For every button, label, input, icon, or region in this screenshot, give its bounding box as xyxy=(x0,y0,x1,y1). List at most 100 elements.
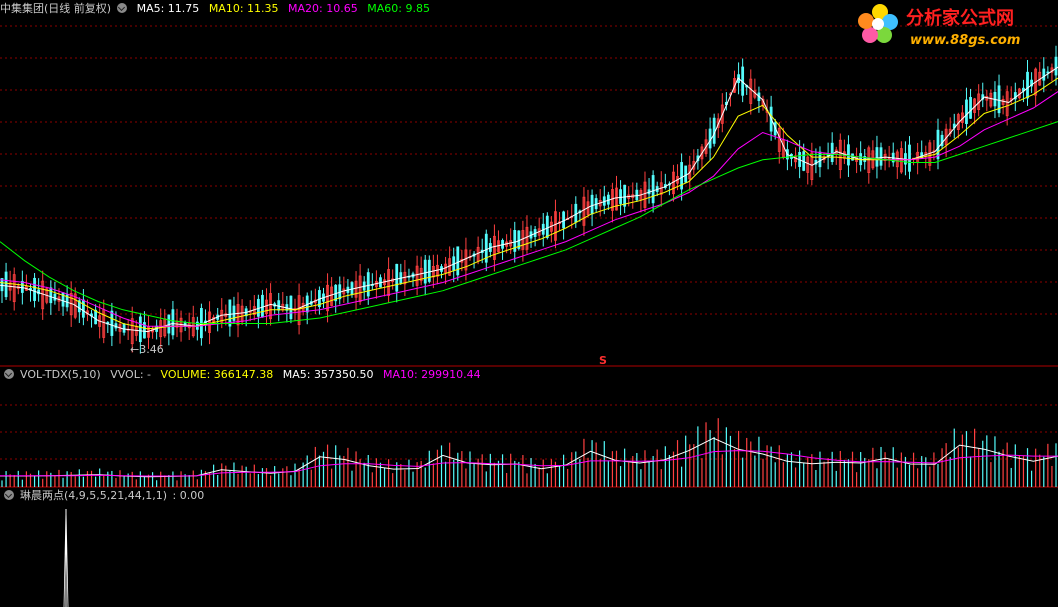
candle-body xyxy=(232,305,236,321)
indicator-plot xyxy=(63,508,69,607)
candle-body xyxy=(940,134,944,147)
candle-body xyxy=(582,196,586,226)
low-price-label: ←3.46 xyxy=(130,343,164,356)
candle-body xyxy=(611,189,614,211)
volume-readout: VOLUME: 366147.38 xyxy=(160,368,274,381)
candle-body xyxy=(908,144,911,172)
candle-body xyxy=(692,161,696,170)
candle-body xyxy=(525,226,529,250)
candle-body xyxy=(590,194,594,215)
candle-body xyxy=(464,249,468,271)
candle-body xyxy=(265,299,268,314)
candle-body xyxy=(456,246,460,276)
volume-bars xyxy=(1,418,1057,487)
indicator-spike-edge xyxy=(63,508,67,607)
candle-body xyxy=(1054,56,1058,76)
vol-ma10-readout: MA10: 299910.44 xyxy=(382,368,481,381)
candle-body xyxy=(513,230,517,252)
candle-body xyxy=(289,295,293,320)
vol-ma-line-ma10 xyxy=(0,450,1058,477)
candle-body xyxy=(138,316,142,343)
candle-body xyxy=(1026,71,1029,99)
chevron-down-icon[interactable] xyxy=(4,369,14,379)
candle-body xyxy=(297,295,301,326)
ma-line-ma60 xyxy=(0,121,1058,324)
candle-body xyxy=(122,323,126,333)
candle-body xyxy=(65,294,69,308)
candle-body xyxy=(220,309,224,323)
candle-body xyxy=(130,318,134,345)
candle-body xyxy=(969,97,972,119)
candle-body xyxy=(810,152,814,180)
ma20-readout: MA20: 10.65 xyxy=(288,2,358,15)
site-logo[interactable]: 分析家公式网 www.88gs.com xyxy=(854,2,1054,56)
candle-body xyxy=(749,78,753,104)
candle-body xyxy=(326,284,329,312)
indicator-spike-edge xyxy=(65,508,69,607)
candle-body xyxy=(228,299,232,327)
candle-body xyxy=(545,215,549,238)
candle-body xyxy=(81,299,85,318)
candle-body xyxy=(989,92,993,107)
candle-body xyxy=(171,309,175,336)
candle-body xyxy=(1005,91,1009,117)
candle-body xyxy=(615,187,618,211)
vol-ma-line-ma5 xyxy=(0,437,1058,478)
candle-body xyxy=(0,278,4,292)
candle-body xyxy=(159,320,163,338)
candle-body xyxy=(20,280,24,293)
candle-body xyxy=(395,263,399,292)
candle-body xyxy=(484,233,488,263)
candle-body xyxy=(4,271,8,298)
candle-body xyxy=(448,258,452,276)
candle-body xyxy=(110,310,114,336)
ma-line-ma5 xyxy=(0,66,1058,333)
vol-title[interactable]: VOL-TDX(5,10) xyxy=(20,368,101,381)
ma60-readout: MA60: 9.85 xyxy=(367,2,430,15)
candle-body xyxy=(635,189,639,201)
flower-icon xyxy=(858,4,898,43)
chevron-down-icon[interactable] xyxy=(4,490,14,500)
ma10-readout: MA10: 11.35 xyxy=(208,2,279,15)
candle-body xyxy=(554,211,557,241)
ma-line-ma20 xyxy=(0,91,1058,327)
candle-body xyxy=(33,277,36,301)
candle-body xyxy=(147,326,150,338)
candle-body xyxy=(240,305,244,323)
candle-body xyxy=(1013,92,1017,100)
candle-body xyxy=(806,156,810,173)
candle-body xyxy=(643,181,647,208)
candle-body xyxy=(387,269,391,296)
candle-body xyxy=(720,104,724,124)
candle-body xyxy=(354,280,358,298)
price-panel-header: 中集集团(日线 前复权) MA5: 11.75 MA10: 11.35 MA20… xyxy=(0,1,436,17)
candle-body xyxy=(1030,79,1033,87)
candle-body xyxy=(936,129,940,160)
candle-body xyxy=(143,322,146,339)
candle-body xyxy=(875,147,879,167)
candle-body xyxy=(53,293,57,301)
candle-body xyxy=(1046,71,1050,74)
sell-marker: S xyxy=(599,354,607,367)
indicator-title[interactable]: 琳晨两点(4,9,5,5,21,44,1,1) xyxy=(20,489,168,502)
chevron-down-icon[interactable] xyxy=(117,3,128,13)
price-candles xyxy=(0,45,1058,354)
candle-body xyxy=(208,311,211,333)
logo-name: 分析家公式网 xyxy=(906,7,1014,29)
candle-body xyxy=(619,189,622,204)
candle-body xyxy=(712,117,716,144)
candle-body xyxy=(965,99,968,125)
stock-title[interactable]: 中集集团(日线 前复权) xyxy=(0,2,112,15)
candle-body xyxy=(562,211,565,229)
vol-ma5-readout: MA5: 357350.50 xyxy=(282,368,374,381)
volume-ma-lines xyxy=(0,437,1058,478)
candle-body xyxy=(366,272,370,297)
candle-body xyxy=(427,259,431,282)
candle-body xyxy=(1042,68,1046,81)
ma-line-ma10 xyxy=(0,77,1058,330)
candle-body xyxy=(403,271,407,285)
candle-body xyxy=(77,300,81,313)
candle-body xyxy=(419,267,423,282)
